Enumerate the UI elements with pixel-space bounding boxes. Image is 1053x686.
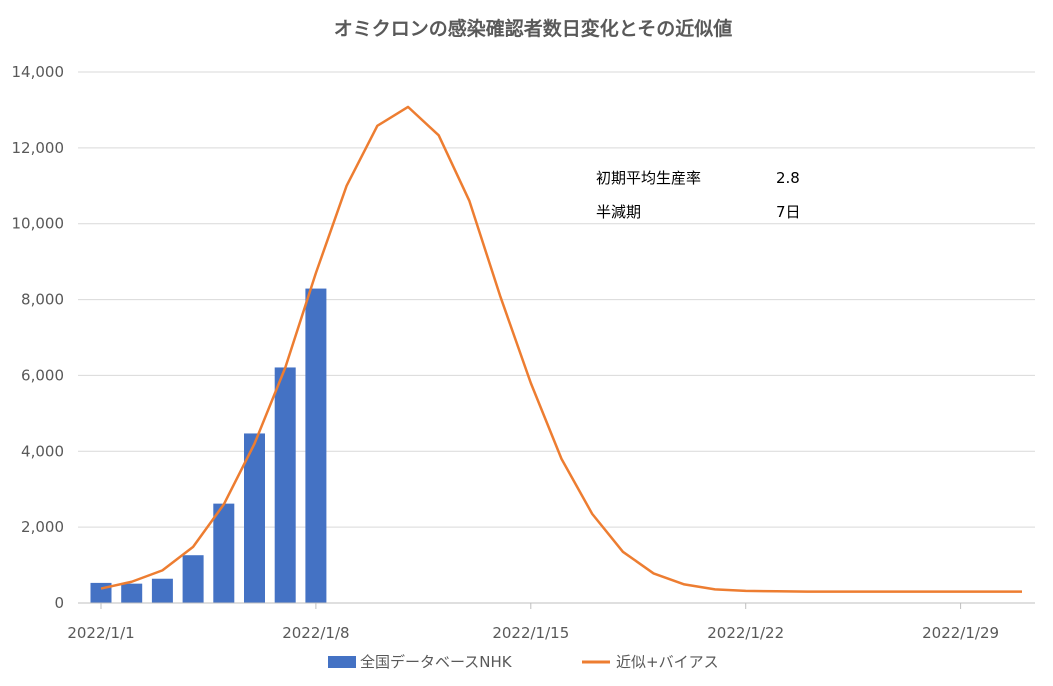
- line-series: [100, 105, 1022, 593]
- x-tick-label: 2022/1/29: [922, 624, 999, 642]
- annotation-box: 初期平均生産率 2.8 半減期 7日: [596, 169, 801, 221]
- annotation-value-rate: 2.8: [776, 169, 800, 187]
- x-axis: 2022/1/1 2022/1/8 2022/1/15 2022/1/22 2022/1…: [67, 602, 1035, 642]
- y-tick-label: 14,000: [12, 63, 65, 81]
- y-tick-labels: 0 2,000 4,000 6,000 8,000 10,000 12,000 14,000: [12, 63, 65, 612]
- y-tick-label: 10,000: [12, 215, 65, 233]
- annotation-label-rate: 初期平均生産率: [596, 169, 701, 187]
- chart-title: オミクロンの感染確認者数日変化とその近似値: [334, 17, 732, 40]
- annotation-value-halflife: 7日: [776, 203, 801, 221]
- bar: [151, 578, 173, 603]
- approx-line: [100, 105, 1022, 593]
- bar: [244, 433, 265, 603]
- legend-bar-swatch: [328, 656, 356, 668]
- y-tick-label: 2,000: [21, 518, 64, 536]
- y-tick-label: 6,000: [21, 366, 64, 384]
- bar: [182, 555, 204, 603]
- y-tick-label: 0: [54, 594, 64, 612]
- y-tick-label: 12,000: [12, 139, 65, 157]
- y-gridlines: [78, 71, 1035, 528]
- bar: [305, 288, 327, 603]
- annotation-label-halflife: 半減期: [596, 203, 641, 221]
- x-tick-label: 2022/1/15: [492, 624, 569, 642]
- legend-line-label: 近似+バイアス: [616, 653, 719, 671]
- x-tick-label: 2022/1/22: [707, 624, 784, 642]
- bar: [274, 367, 296, 603]
- legend-bar-label: 全国データベースNHK: [360, 653, 513, 671]
- bar: [121, 583, 143, 603]
- bar: [213, 503, 235, 603]
- y-tick-label: 4,000: [21, 442, 64, 460]
- x-tick-label: 2022/1/1: [67, 624, 134, 642]
- legend: 全国データベースNHK 近似+バイアス: [328, 653, 719, 671]
- y-tick-label: 8,000: [21, 291, 64, 309]
- x-tick-label: 2022/1/8: [282, 624, 349, 642]
